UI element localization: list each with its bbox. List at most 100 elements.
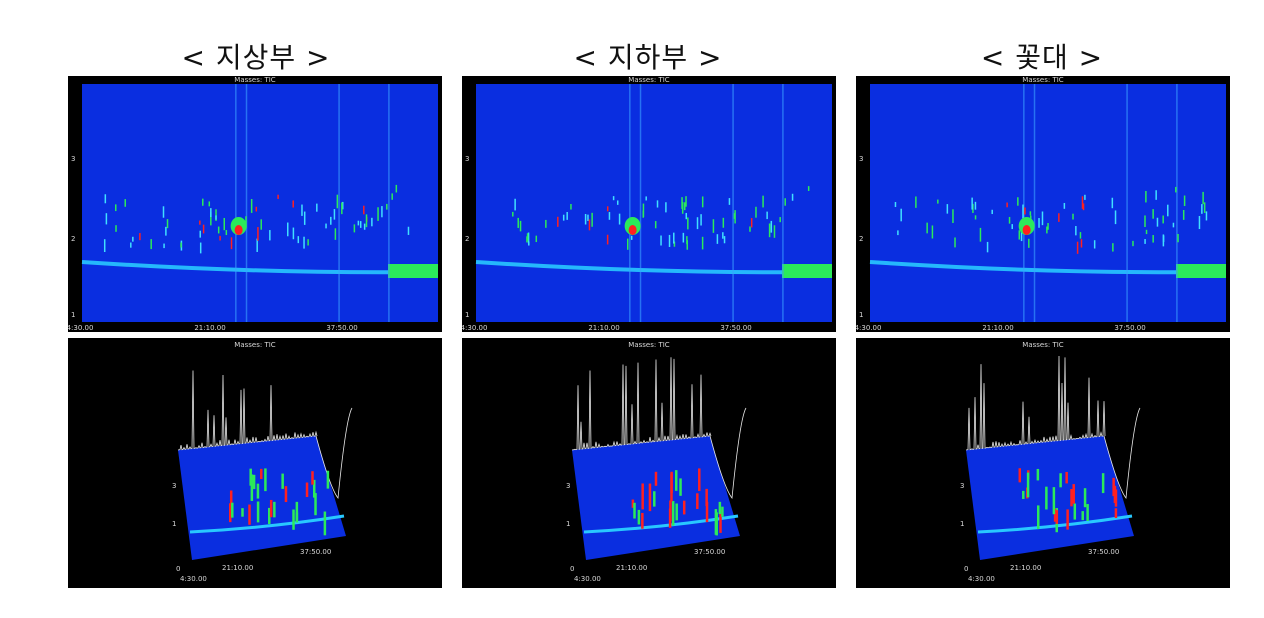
peak-mark [199,220,201,225]
peak-mark [687,217,689,230]
y-tick-2: 2 [465,235,469,243]
peak-mark [722,217,725,228]
vertical-streak [338,84,340,322]
peak-mark [986,241,989,253]
heatmap-2d-aerial: Masses: TIC 4:30.00 21:10.00 37:50.00 3 … [68,76,442,332]
peak-mark [202,224,205,234]
surface-peak [268,507,271,524]
peak-mark [630,235,633,240]
peak-mark [1022,204,1024,219]
vertical-streak [245,84,248,322]
surface-peak [671,501,675,526]
hot-core [1022,225,1031,235]
peak-mark [1011,224,1013,230]
surface-peak [326,470,330,489]
peak-mark [974,201,977,210]
peak-mark [325,223,327,229]
peak-mark [353,224,356,233]
peak-mark [223,217,226,231]
z-tick-3: 0 [964,565,968,573]
peak-mark [1058,213,1060,222]
peak-mark [654,221,657,229]
surface-3d-aerial-svg: Masses: TIC 3 1 0 4:30.00 21:10.00 37:50… [172,341,353,583]
surface-3d-underground-svg: Masses: TIC 3 1 0 4:30.00 21:10.00 37:50… [566,341,747,583]
vertical-streak [1126,84,1128,322]
peak-mark [1132,240,1134,247]
peak-mark [665,202,667,213]
surface-peak [670,473,673,502]
surface-peak [256,483,260,499]
y-tick-3: 1 [859,311,863,319]
peak-mark [1072,213,1074,220]
peak-mark [971,197,973,210]
peak-mark [584,213,587,225]
side-trace [1103,407,1141,500]
surface-peak [256,501,260,523]
surface-peak [648,483,652,512]
chart-title: Masses: TIC [234,341,276,349]
x-tick-1: 4:30.00 [968,575,995,583]
peak-mark [700,214,702,226]
peak-mark [1162,234,1165,247]
peak-mark [606,234,609,245]
peak-mark [1162,215,1164,224]
surface-peak [637,509,641,525]
peak-mark [1017,197,1019,206]
z-tick-2: 1 [172,520,176,528]
peak-mark [103,239,106,252]
peak-mark [1081,196,1084,209]
vertical-streak [629,84,631,322]
peak-outline [571,357,712,451]
peak-mark [682,232,685,243]
peak-mark [333,209,336,220]
peak-mark [260,219,262,230]
y-tick-3: 1 [465,311,469,319]
surface-peak [705,488,708,507]
x-tick-2: 21:10.00 [982,324,1013,332]
peak-mark [974,215,977,220]
peak-mark [256,238,258,252]
peak-mark [1202,191,1204,205]
surface-peak [653,491,656,507]
peak-mark [608,212,611,220]
surface-peak [1022,490,1025,499]
peak-mark [1198,215,1201,230]
peak-mark [1028,238,1030,248]
surface-peak [1036,505,1040,530]
surface-peak [249,468,252,486]
surface-peak [1070,488,1073,507]
surface-peak [1086,504,1089,521]
peak-mark [807,186,810,191]
peak-mark [766,211,768,220]
peak-mark [381,206,383,218]
chart-title: Masses: TIC [628,76,670,84]
peak-mark [1172,222,1175,228]
peak-mark [303,211,306,225]
peak-mark [591,212,593,227]
peak-mark [1075,226,1077,236]
plot-area [82,84,438,322]
surface-peak [1055,510,1059,524]
peak-mark [937,199,939,204]
peak-mark [1182,210,1185,220]
surface-peak [705,501,709,523]
peak-mark [330,216,332,225]
surface-peak [1101,473,1105,494]
surface-peak [675,503,678,521]
peak-mark [616,200,619,205]
peak-mark [217,226,220,234]
peak-mark [900,208,902,222]
heatmap-2d-underground-svg: Masses: TIC 4:30.00 21:10.00 37:50.00 3 … [462,76,833,332]
peak-mark [115,225,117,232]
x-tick-2: 21:10.00 [1010,564,1041,572]
peak-mark [199,230,201,238]
surface-peak [1026,472,1030,498]
hot-core [234,225,243,235]
surface-peak [1052,487,1056,515]
z-tick-3: 0 [176,565,180,573]
surface-peak [248,504,251,525]
y-tick-1: 3 [71,155,75,163]
peak-mark [784,198,786,206]
plot-area [870,84,1226,322]
surface-peak [252,474,256,490]
